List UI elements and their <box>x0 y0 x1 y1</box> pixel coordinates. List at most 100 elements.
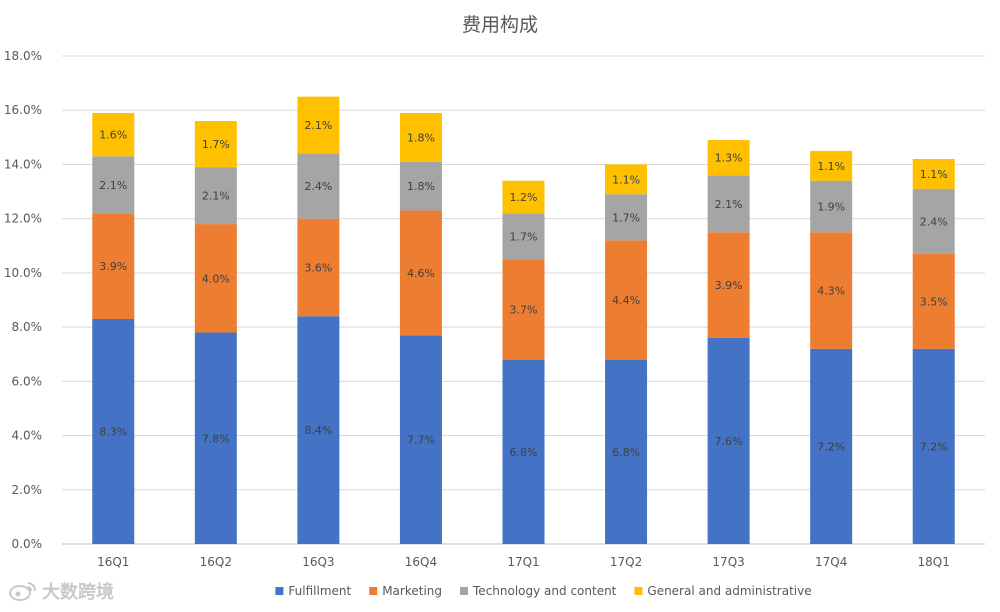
bar-segment <box>502 180 545 214</box>
data-label: 2.1% <box>202 190 230 203</box>
data-label: 1.8% <box>407 180 435 193</box>
bar-segment <box>810 180 853 233</box>
bars <box>92 96 955 544</box>
bar-segment <box>399 112 442 162</box>
y-tick-label: 0.0% <box>12 537 43 551</box>
data-label: 8.3% <box>99 425 127 438</box>
bar-segment <box>707 175 750 233</box>
bar-segment <box>92 318 135 544</box>
y-tick-label: 18.0% <box>4 49 42 63</box>
data-label: 4.3% <box>817 285 845 298</box>
data-label: 1.3% <box>715 152 743 165</box>
data-label: 7.7% <box>407 434 435 447</box>
data-label: 1.6% <box>99 129 127 142</box>
legend-label: Fulfillment <box>288 584 351 598</box>
y-tick-label: 6.0% <box>12 374 43 388</box>
data-label: 2.1% <box>715 198 743 211</box>
bar-segment <box>194 224 237 333</box>
bar-segment <box>605 164 648 195</box>
data-label: 1.1% <box>817 160 845 173</box>
data-label: 6.8% <box>612 446 640 459</box>
data-labels: 8.3% 3.9% 2.1% 1.6% 7.8% 4.0% 2.1% 1.7% 8.4% 3.6%… <box>99 119 947 459</box>
y-tick-label: 16.0% <box>4 103 42 117</box>
y-tick-label: 4.0% <box>12 429 43 443</box>
x-tick-label: 17Q2 <box>610 555 642 569</box>
y-tick-label: 2.0% <box>12 483 43 497</box>
bar-segment <box>707 337 750 544</box>
data-label: 1.2% <box>510 191 538 204</box>
legend-item: Fulfillment <box>275 584 351 598</box>
data-label: 7.6% <box>715 435 743 448</box>
y-tick-label: 10.0% <box>4 266 42 280</box>
data-label: 4.6% <box>407 267 435 280</box>
bar-segment <box>92 156 135 214</box>
legend-label: Technology and content <box>472 584 617 598</box>
legend-label: Marketing <box>382 584 442 598</box>
data-label: 2.4% <box>920 215 948 228</box>
data-label: 4.0% <box>202 272 230 285</box>
legend-item: General and administrative <box>634 584 812 598</box>
data-label: 1.9% <box>817 200 845 213</box>
bar-segment <box>502 213 545 260</box>
legend-swatch <box>369 587 378 595</box>
legend-item: Technology and content <box>460 584 617 598</box>
y-tick-label: 14.0% <box>4 157 42 171</box>
watermark-text: 大数跨境 <box>42 582 114 603</box>
bar-segment <box>810 348 853 544</box>
data-label: 1.7% <box>510 230 538 243</box>
data-label: 6.8% <box>510 446 538 459</box>
data-label: 1.7% <box>612 211 640 224</box>
bar-segment <box>92 213 135 319</box>
bar-segment <box>399 161 442 211</box>
watermark: 大数跨境 <box>8 578 114 604</box>
legend-swatch <box>275 587 284 595</box>
legend: Fulfillment Marketing Technology and conte… <box>275 584 812 598</box>
x-tick-label: 17Q3 <box>712 555 744 569</box>
x-tick-label: 16Q2 <box>200 555 232 569</box>
bar-segment <box>912 188 955 254</box>
bar-segment <box>194 332 237 544</box>
data-label: 3.9% <box>715 279 743 292</box>
data-label: 1.1% <box>920 168 948 181</box>
data-label: 1.1% <box>612 173 640 186</box>
bar-segment <box>707 140 750 176</box>
legend-label: General and administrative <box>647 584 811 598</box>
data-label: 7.8% <box>202 432 230 445</box>
x-tick-label: 17Q1 <box>507 555 539 569</box>
data-label: 8.4% <box>304 424 332 437</box>
bar-segment <box>399 210 442 336</box>
legend-swatch <box>460 587 469 595</box>
bar-segment <box>502 359 545 544</box>
data-label: 4.4% <box>612 294 640 307</box>
data-label: 2.1% <box>99 179 127 192</box>
y-tick-label: 12.0% <box>4 212 42 226</box>
data-label: 3.7% <box>510 303 538 316</box>
y-tick-label: 8.0% <box>12 320 43 334</box>
data-label: 2.4% <box>304 180 332 193</box>
data-label: 3.6% <box>304 261 332 274</box>
bar-segment <box>297 218 340 317</box>
data-label: 3.5% <box>920 295 948 308</box>
bar-segment <box>810 150 853 181</box>
x-tick-label: 16Q4 <box>405 555 437 569</box>
bar-segment <box>297 316 340 544</box>
bar-segment <box>297 96 340 154</box>
bar-segment <box>912 348 955 544</box>
data-label: 7.2% <box>817 440 845 453</box>
bar-segment <box>605 359 648 544</box>
bar-segment <box>605 194 648 241</box>
bar-segment <box>92 112 135 157</box>
y-axis-tick-labels: 0.0% 2.0% 4.0% 6.0% 8.0% 10.0% 12.0% 14.0% 16.0%… <box>4 49 42 551</box>
bar-segment <box>912 159 955 189</box>
data-label: 3.9% <box>99 260 127 273</box>
bar-segment <box>810 232 853 349</box>
bar-segment <box>707 232 750 338</box>
bar-segment <box>502 259 545 360</box>
bar-segment <box>194 167 237 225</box>
legend-item: Marketing <box>369 584 442 598</box>
weibo-logo-icon <box>9 582 36 601</box>
bar-segment <box>912 253 955 349</box>
x-tick-label: 18Q1 <box>918 555 950 569</box>
